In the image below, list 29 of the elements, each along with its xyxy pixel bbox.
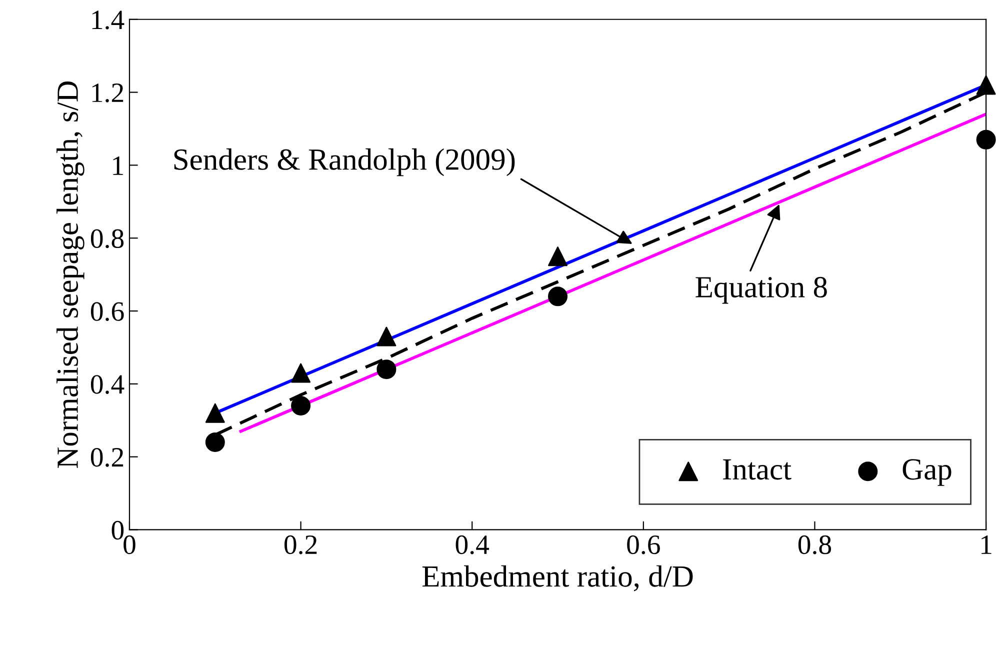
point	[376, 326, 396, 346]
annotation: Equation 8	[696, 276, 827, 304]
y-tick-label: 0.4	[90, 375, 124, 394]
x-tick-label: 0.6	[627, 535, 660, 554]
y-tick-label: 1	[113, 156, 123, 175]
point	[976, 130, 996, 150]
y-tick-label: 0	[112, 520, 124, 540]
point	[291, 396, 311, 416]
legend-label: Intact	[723, 459, 792, 480]
y-tick-label: 0.8	[90, 229, 124, 248]
y-tick-label: 1.2	[92, 84, 124, 102]
x-axis-title: Embedment ratio, d/D	[422, 565, 693, 592]
point	[205, 403, 225, 423]
legend-label: Gap	[902, 459, 952, 486]
point	[205, 432, 225, 452]
x-tick-label: 0.2	[284, 535, 317, 554]
x-tick-label: 0.4	[456, 535, 490, 554]
point	[976, 75, 996, 95]
point	[376, 360, 396, 380]
y-tick-label: 1.4	[92, 10, 124, 30]
y-tick-label: 0.2	[90, 448, 124, 467]
annotation: Senders & Randolph (2009)	[174, 148, 515, 176]
y-tick-label: 0.6	[90, 302, 124, 322]
x-tick-label: 1	[982, 536, 992, 554]
point	[291, 363, 311, 383]
y-axis-title: Normalised seepage length, s/D	[56, 81, 84, 468]
point	[548, 286, 568, 306]
point	[548, 246, 568, 266]
x-tick-label: 0.8	[798, 535, 832, 554]
